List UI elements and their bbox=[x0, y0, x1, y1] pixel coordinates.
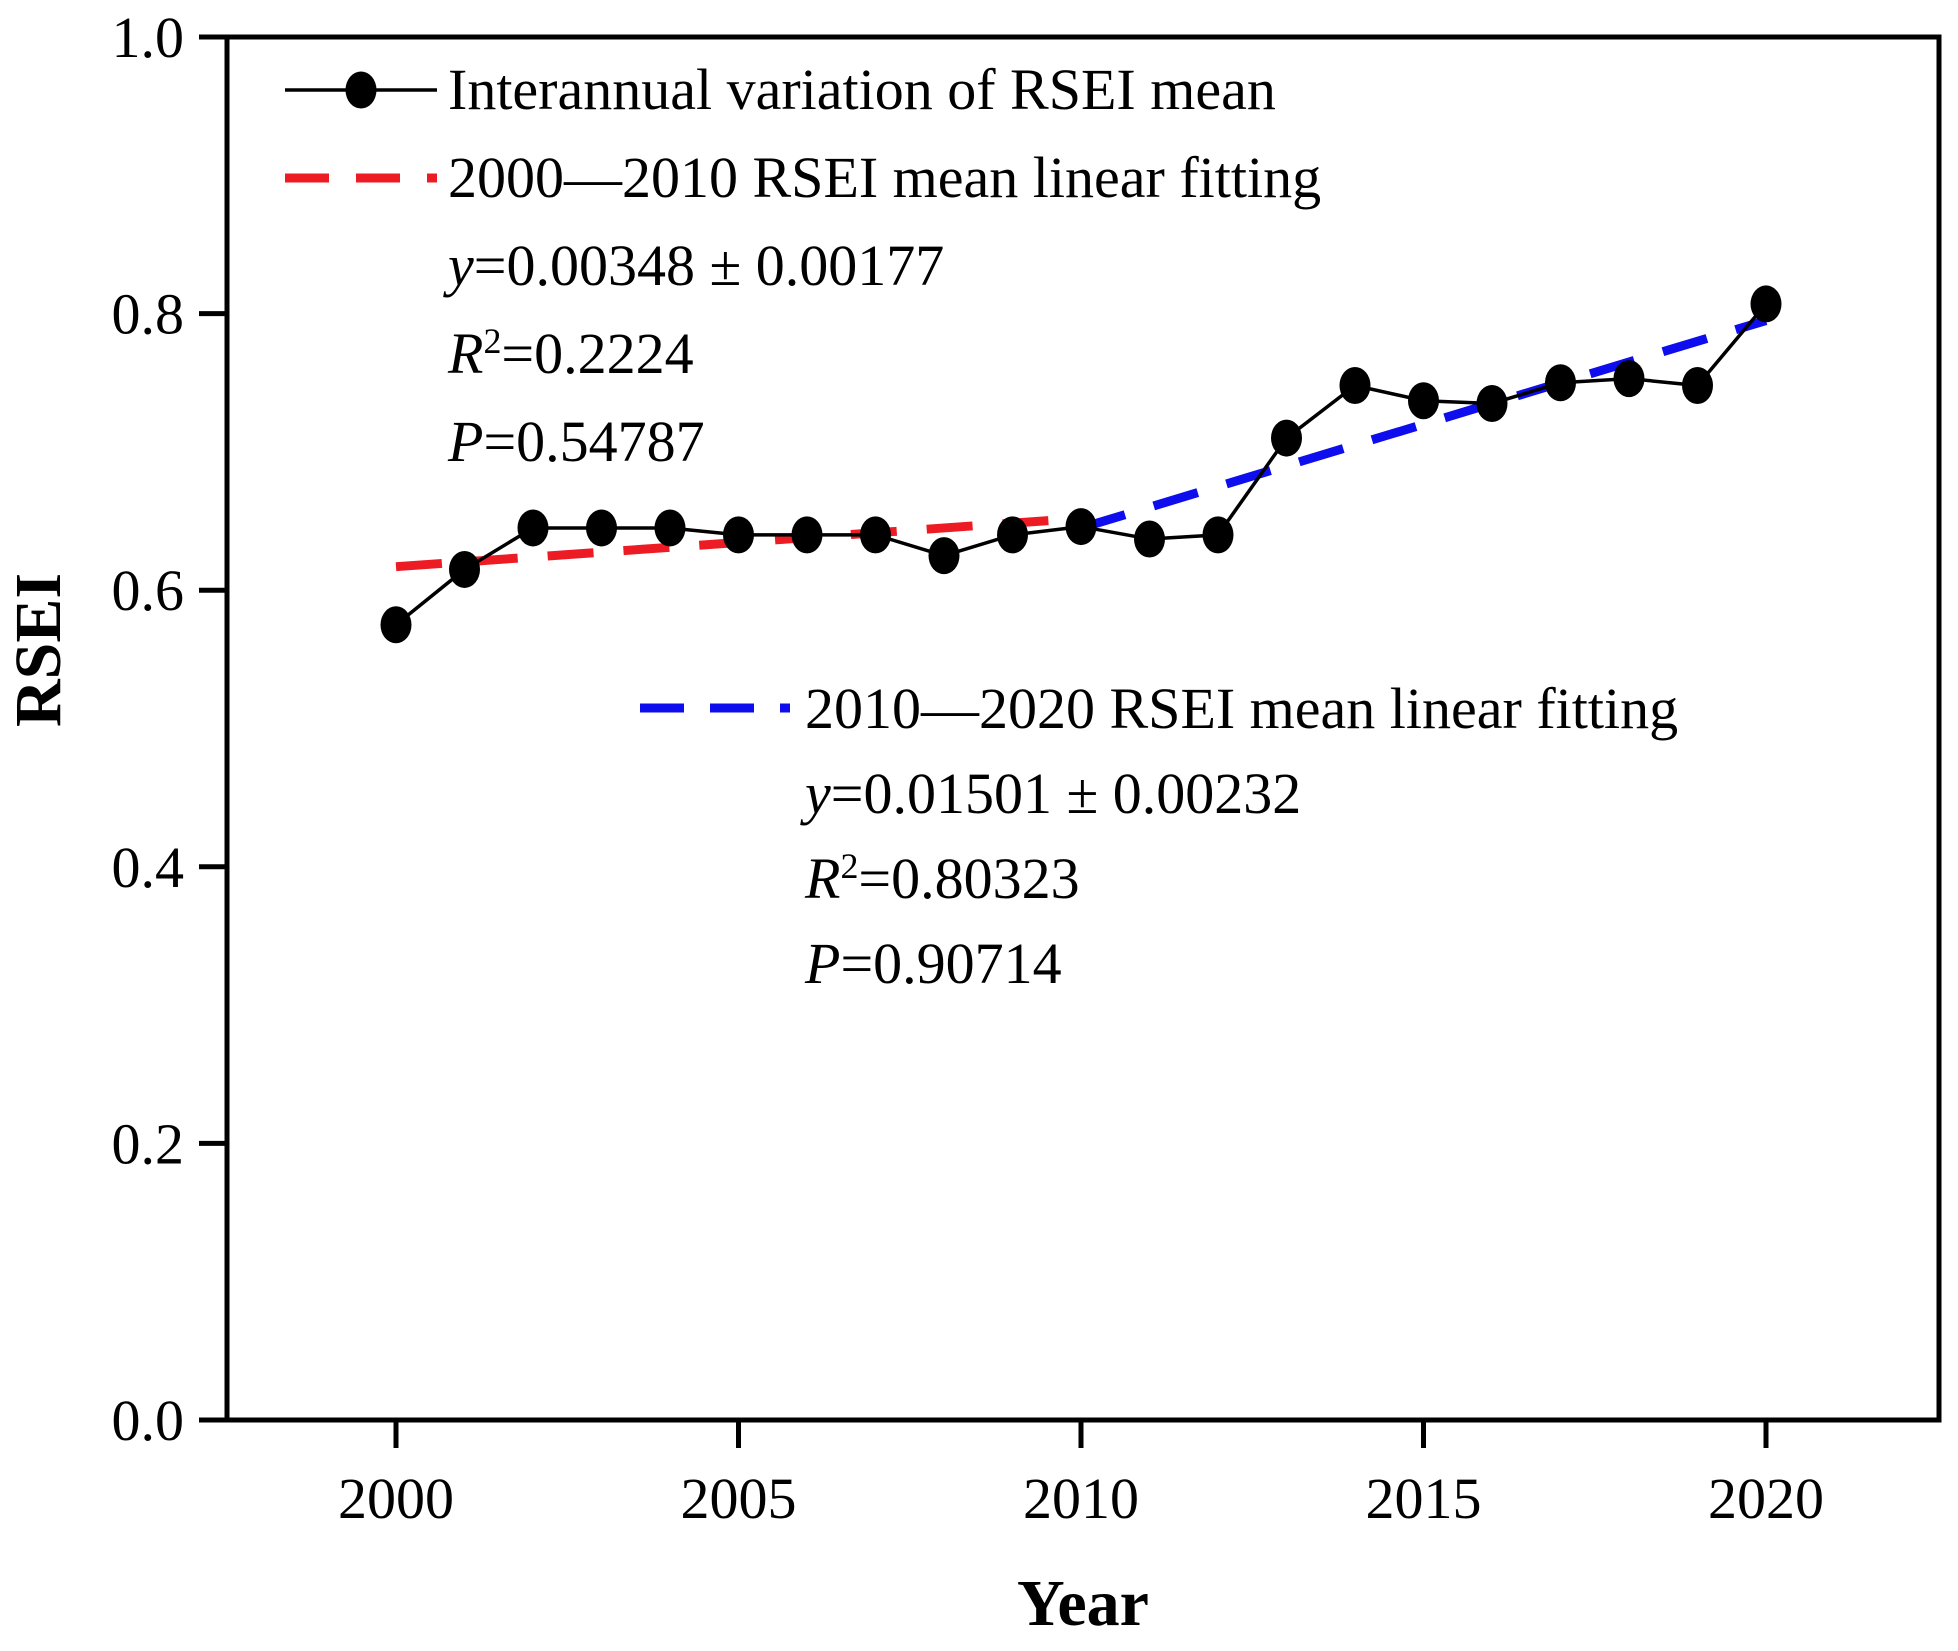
data-point bbox=[1134, 520, 1165, 558]
legend-series-label: Interannual variation of RSEI mean bbox=[448, 57, 1276, 122]
stat-variable: y bbox=[448, 233, 474, 298]
stat-variable: y bbox=[805, 761, 831, 826]
data-point bbox=[1202, 516, 1234, 554]
data-point bbox=[928, 537, 960, 575]
data-point bbox=[586, 509, 617, 547]
data-point bbox=[791, 516, 823, 554]
x-tick-label: 2015 bbox=[1366, 1466, 1482, 1531]
data-point bbox=[1408, 382, 1439, 420]
data-point bbox=[1339, 367, 1371, 405]
legend-block-fit2: 2010—2020 RSEI mean linear fitting y=0.0… bbox=[805, 666, 1678, 1006]
x-tick-label: 2020 bbox=[1708, 1466, 1824, 1531]
x-tick-label: 2005 bbox=[681, 1466, 797, 1531]
fit2-p-value: P=0.90714 bbox=[805, 921, 1678, 1006]
stat-value: =0.80323 bbox=[858, 846, 1080, 911]
stat-variable: R bbox=[805, 846, 841, 911]
plot-content: 0.0 0.2 0.4 0.6 0.8 1.0 2000 2005 2010 2015 2020 bbox=[112, 5, 1825, 1531]
data-point bbox=[1613, 360, 1645, 398]
data-point bbox=[860, 516, 891, 554]
stat-value: =0.01501 ± 0.00232 bbox=[830, 761, 1302, 826]
stat-variable: P bbox=[448, 409, 484, 474]
stat-superscript: 2 bbox=[840, 846, 859, 887]
fit2-r-squared: R2=0.80323 bbox=[805, 836, 1678, 921]
y-tick-label: 0.8 bbox=[112, 282, 185, 347]
stat-value: =0.90714 bbox=[840, 931, 1062, 996]
data-point bbox=[1065, 508, 1097, 546]
y-axis-title: RSEI bbox=[2, 573, 75, 727]
legend-block-fit1: Interannual variation of RSEI mean 2000—… bbox=[448, 46, 1321, 486]
data-point bbox=[1476, 384, 1508, 422]
fit1-p-value: P=0.54787 bbox=[448, 398, 1321, 486]
fit2-equation: y=0.01501 ± 0.00232 bbox=[805, 751, 1678, 836]
y-tick-label: 1.0 bbox=[112, 5, 185, 70]
data-point bbox=[1545, 364, 1576, 402]
y-tick-label: 0.4 bbox=[112, 835, 185, 900]
stat-variable: R bbox=[448, 321, 484, 386]
stat-variable: P bbox=[805, 931, 841, 996]
stat-value: =0.54787 bbox=[483, 409, 705, 474]
fit1-equation: y=0.00348 ± 0.00177 bbox=[448, 222, 1321, 310]
data-point bbox=[1682, 367, 1713, 405]
data-point bbox=[1750, 285, 1782, 323]
fit1-r-squared: R2=0.2224 bbox=[448, 310, 1321, 398]
stat-value: =0.2224 bbox=[501, 321, 694, 386]
data-point bbox=[1271, 419, 1302, 457]
y-tick-label: 0.2 bbox=[112, 1111, 185, 1176]
legend-series-marker-swatch bbox=[345, 71, 377, 109]
x-tick-label: 2010 bbox=[1023, 1466, 1139, 1531]
data-point bbox=[723, 516, 754, 554]
blue-fit-line bbox=[1079, 316, 1768, 533]
data-point bbox=[380, 606, 412, 644]
stat-superscript: 2 bbox=[483, 321, 502, 362]
data-point bbox=[997, 516, 1028, 554]
x-tick-label: 2000 bbox=[338, 1466, 454, 1531]
stat-value: =0.00348 ± 0.00177 bbox=[473, 233, 945, 298]
legend-fit2-label: 2010—2020 RSEI mean linear fitting bbox=[805, 676, 1679, 741]
data-point bbox=[449, 550, 480, 588]
y-tick-label: 0.0 bbox=[112, 1388, 185, 1453]
x-axis-title: Year bbox=[1017, 1567, 1149, 1640]
legend-fit1-label: 2000—2010 RSEI mean linear fitting bbox=[448, 145, 1322, 210]
data-point bbox=[517, 509, 549, 547]
data-point bbox=[654, 509, 686, 547]
y-tick-label: 0.6 bbox=[112, 558, 185, 623]
